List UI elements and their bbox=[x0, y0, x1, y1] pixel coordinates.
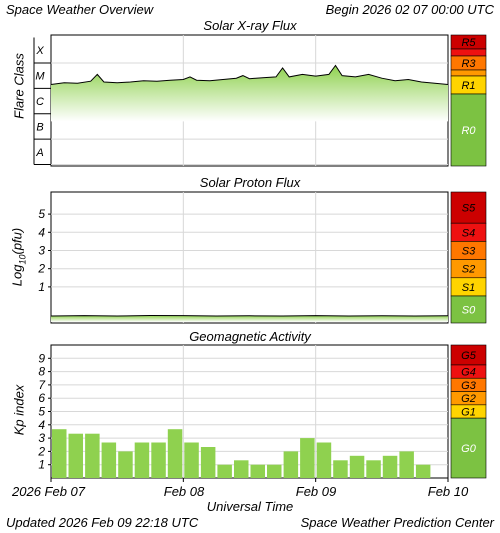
xray-class-label-x: X bbox=[35, 45, 44, 57]
x-tick-feb09: Feb 09 bbox=[295, 484, 337, 499]
kp-bar bbox=[415, 464, 431, 478]
xray-title: Solar X-ray Flux bbox=[203, 18, 297, 33]
proton-title: Solar Proton Flux bbox=[199, 175, 301, 190]
proton-ytick-label-2: 2 bbox=[37, 262, 45, 276]
kp-bar bbox=[184, 442, 199, 478]
proton-ytick-label-4: 4 bbox=[38, 225, 45, 239]
kp-bar bbox=[118, 451, 133, 478]
geomag-ytick-label-7: 7 bbox=[38, 378, 46, 392]
proton-scale-label-s0: S0 bbox=[462, 304, 476, 316]
geomag-ytick-label-9: 9 bbox=[38, 351, 45, 365]
xray-flux-fill bbox=[51, 65, 448, 122]
kp-bar bbox=[283, 451, 299, 478]
kp-bar bbox=[250, 464, 265, 478]
kp-bar bbox=[217, 464, 232, 478]
kp-bar bbox=[200, 447, 216, 478]
xray-class-label-b: B bbox=[36, 121, 43, 133]
xray-scale-label-r1: R1 bbox=[461, 80, 475, 92]
geomag-ytick-label-8: 8 bbox=[38, 365, 45, 379]
kp-bar bbox=[134, 442, 150, 478]
xray-class-label-a: A bbox=[35, 147, 43, 159]
x-tick-feb07: 2026 Feb 07 bbox=[12, 484, 86, 499]
kp-bar bbox=[267, 464, 282, 478]
proton-frame bbox=[50, 191, 449, 324]
xray-class-label-c: C bbox=[36, 96, 44, 108]
xray-scale-band bbox=[450, 48, 487, 57]
proton-ytick-label-1: 1 bbox=[38, 280, 45, 294]
kp-bar bbox=[366, 460, 381, 478]
kp-bar bbox=[167, 429, 183, 478]
kp-bar bbox=[234, 460, 249, 478]
geomag-scale-label-g5: G5 bbox=[461, 350, 477, 362]
geomag-ytick-label-6: 6 bbox=[38, 391, 45, 405]
kp-bar bbox=[349, 455, 365, 478]
xray-scale-band bbox=[450, 69, 487, 77]
kp-bar bbox=[151, 442, 166, 478]
x-axis-title: Universal Time bbox=[206, 499, 294, 514]
geomag-scale-label-g1: G1 bbox=[461, 407, 476, 419]
kp-bar bbox=[300, 438, 315, 478]
kp-bar bbox=[399, 451, 414, 478]
geomag-ytick-label-2: 2 bbox=[37, 444, 45, 458]
kp-bar bbox=[85, 433, 100, 478]
proton-scale-label-s5: S5 bbox=[462, 203, 476, 215]
proton-scale-label-s2: S2 bbox=[462, 264, 475, 276]
page-title: Space Weather Overview bbox=[6, 2, 154, 17]
geomag-scale-label-g2: G2 bbox=[461, 393, 476, 405]
proton-scale-band bbox=[450, 295, 487, 324]
geomag-ytick-label-1: 1 bbox=[38, 458, 45, 472]
swpc-credit: Space Weather Prediction Center bbox=[300, 515, 494, 530]
proton-ytick-label-5: 5 bbox=[38, 207, 45, 221]
proton-flux-line bbox=[50, 314, 449, 317]
proton-scale-label-s3: S3 bbox=[462, 245, 476, 257]
xray-scale-label-r0: R0 bbox=[461, 125, 476, 137]
geomag-ytick-label-5: 5 bbox=[38, 405, 45, 419]
begin-time: Begin 2026 02 07 00:00 UTC bbox=[325, 2, 494, 17]
proton-scale-label-s4: S4 bbox=[462, 227, 475, 239]
proton-flux-fill bbox=[51, 315, 448, 322]
x-tick-feb10: Feb 10 bbox=[427, 484, 469, 499]
xray-scale-label-r5: R5 bbox=[461, 37, 476, 49]
kp-bar bbox=[68, 433, 83, 478]
xray-scale-band bbox=[450, 93, 487, 167]
geomag-scale-label-g4: G4 bbox=[461, 367, 476, 379]
geomag-scale-label-g0: G0 bbox=[461, 443, 477, 455]
geomag-scale-label-g3: G3 bbox=[461, 380, 477, 392]
updated-time: Updated 2026 Feb 09 22:18 UTC bbox=[6, 515, 199, 530]
kp-bar bbox=[101, 442, 117, 478]
xray-class-label-m: M bbox=[35, 71, 45, 83]
geomag-scale-band bbox=[450, 417, 487, 479]
xray-scale-label-r3: R3 bbox=[461, 58, 476, 70]
proton-scale-label-s1: S1 bbox=[462, 282, 475, 294]
geomag-ytick-label-4: 4 bbox=[38, 418, 45, 432]
kp-bar bbox=[382, 455, 398, 478]
kp-bar bbox=[316, 442, 332, 478]
xray-flux-line bbox=[50, 64, 449, 85]
kp-bar bbox=[52, 429, 67, 478]
geomag-ytick-label-3: 3 bbox=[38, 431, 45, 445]
kp-bar bbox=[333, 460, 348, 478]
x-tick-feb08: Feb 08 bbox=[163, 484, 205, 499]
proton-ytick-label-3: 3 bbox=[38, 243, 45, 257]
geomag-title: Geomagnetic Activity bbox=[189, 329, 311, 344]
